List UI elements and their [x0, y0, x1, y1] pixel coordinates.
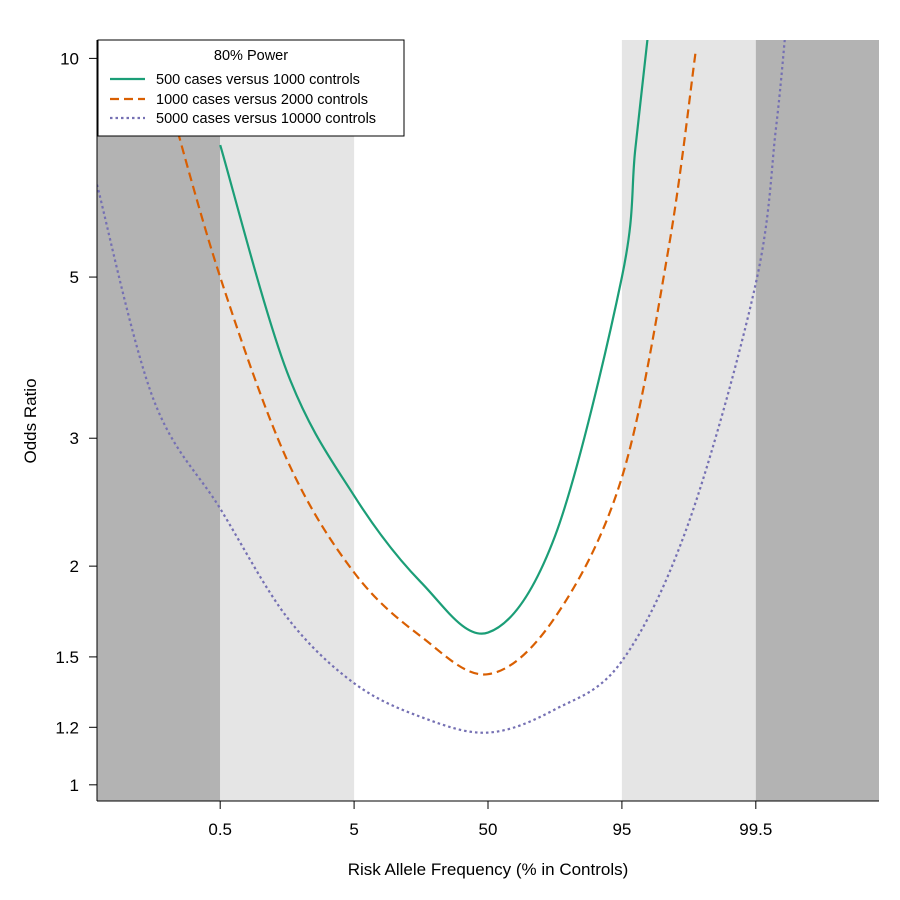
x-axis-ticks: 0.5 5 50 95 99.5 — [208, 801, 772, 839]
y-tick-label: 3 — [70, 429, 79, 448]
x-axis-label: Risk Allele Frequency (% in Controls) — [348, 860, 629, 879]
series-line-1000-cases-versus-2000-controls — [165, 51, 697, 676]
shaded-region-2 — [220, 40, 355, 801]
x-tick-label: 99.5 — [739, 820, 772, 839]
shaded-region-3 — [621, 40, 756, 801]
x-tick-label: 95 — [612, 820, 631, 839]
power-curves — [97, 40, 786, 734]
shaded-region-1 — [97, 40, 221, 801]
legend-label-500-cases: 500 cases versus 1000 controls — [156, 72, 360, 88]
shaded-region-4 — [755, 40, 879, 801]
x-tick-label: 0.5 — [208, 820, 232, 839]
legend-box — [97, 39, 405, 137]
x-tick-label: 5 — [349, 820, 358, 839]
series-line-500-cases-versus-1000-controls — [219, 40, 649, 635]
y-axis-ticks: 1 1.2 1.5 2 3 5 10 — [55, 49, 97, 795]
legend-label-1000-cases: 1000 cases versus 2000 controls — [156, 92, 368, 108]
legend-label-5000-cases: 5000 cases versus 10000 controls — [156, 111, 376, 127]
legend: 80% Power 500 cases versus 1000 controls… — [97, 39, 405, 137]
y-tick-label: 1 — [70, 776, 79, 795]
y-tick-label: 1.2 — [55, 718, 79, 737]
y-axis-label: Odds Ratio — [21, 378, 40, 463]
series-line-5000-cases-versus-10000-controls — [97, 40, 786, 734]
legend-title: 80% Power — [214, 48, 288, 64]
y-tick-label: 5 — [70, 268, 79, 287]
frequency-shading — [97, 40, 879, 801]
y-tick-label: 10 — [60, 49, 79, 68]
y-tick-label: 1.5 — [55, 648, 79, 667]
y-tick-label: 2 — [70, 557, 79, 576]
x-tick-label: 50 — [479, 820, 498, 839]
